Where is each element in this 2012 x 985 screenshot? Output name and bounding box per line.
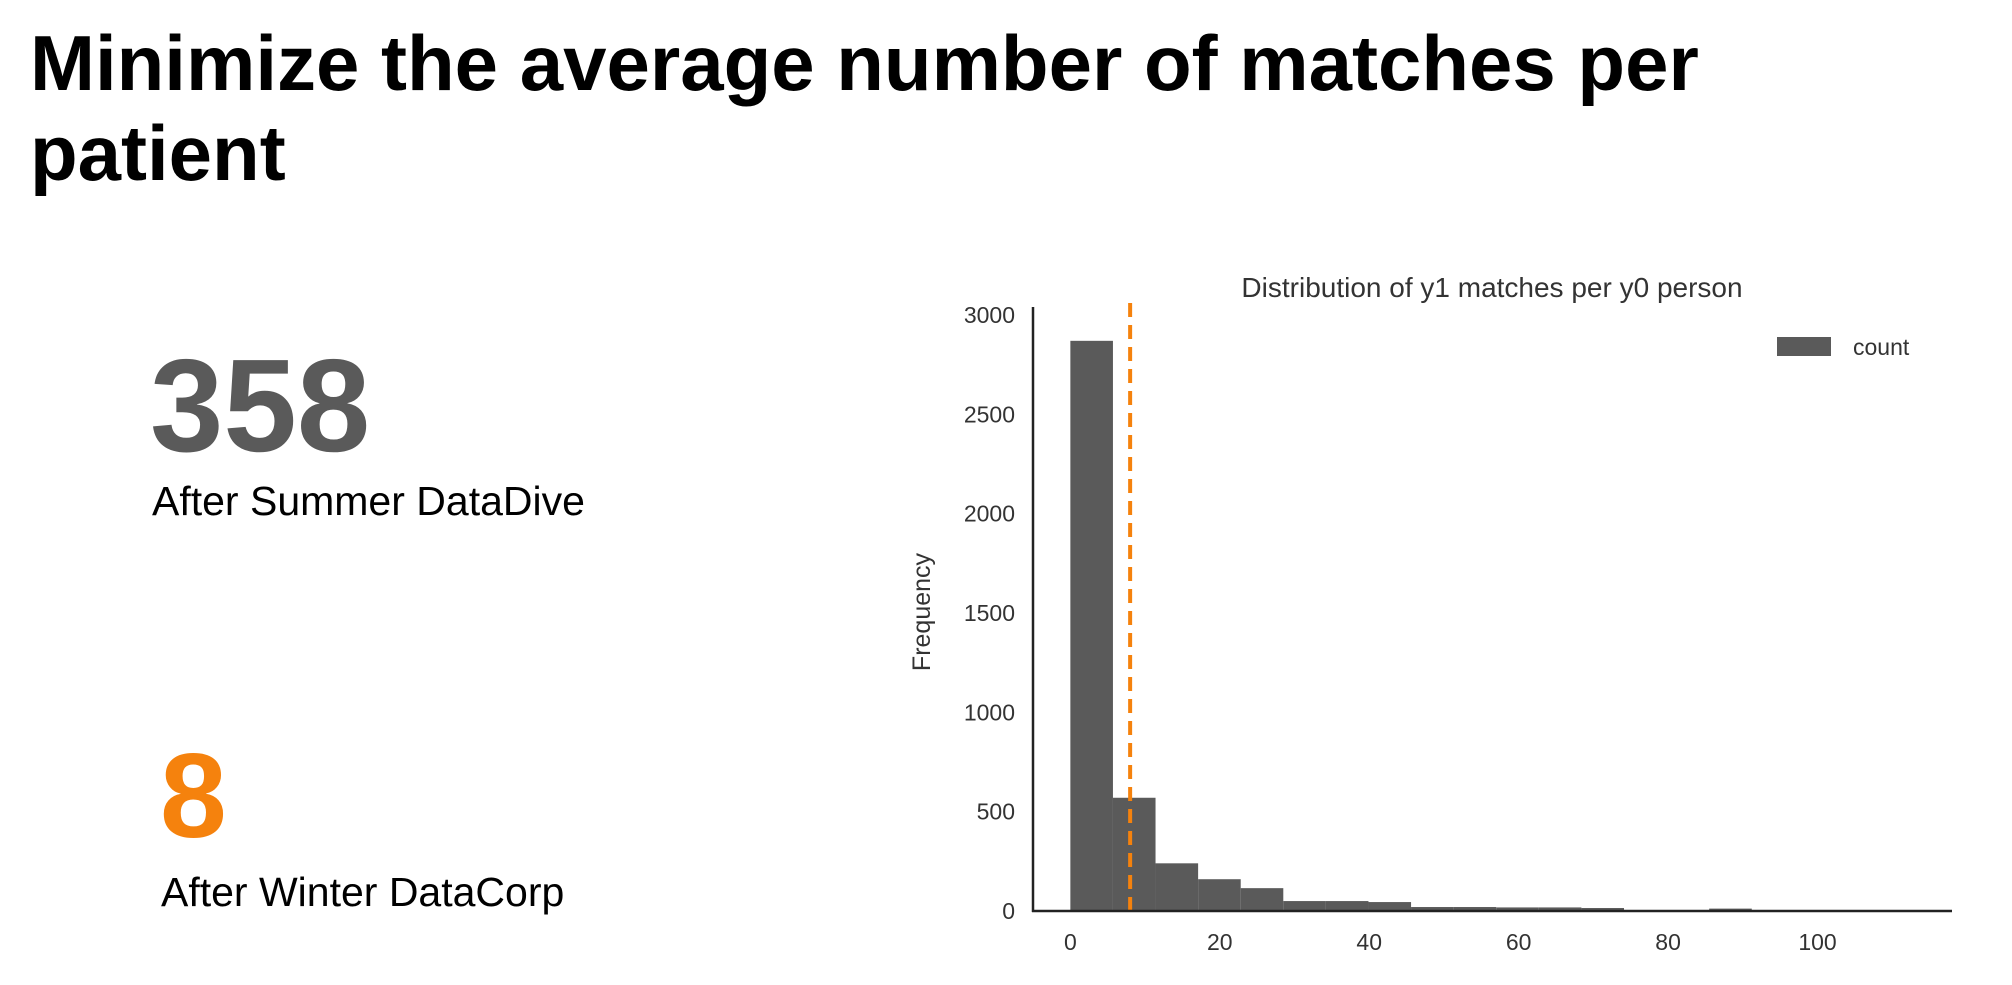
x-tick-label: 40 xyxy=(1356,929,1382,955)
histogram-bar xyxy=(1368,902,1412,911)
histogram-bars xyxy=(1070,340,1923,911)
chart-title: Distribution of y1 matches per y0 person xyxy=(1241,272,1742,303)
winter-stat-label: After Winter DataCorp xyxy=(161,869,565,915)
histogram-bar xyxy=(1240,888,1284,911)
y-tick-label: 2500 xyxy=(964,401,1015,427)
summer-stat-label: After Summer DataDive xyxy=(152,478,585,524)
histogram-bar xyxy=(1325,901,1369,911)
x-tick-label: 60 xyxy=(1506,929,1532,955)
legend-swatch xyxy=(1777,337,1831,356)
y-tick-label: 500 xyxy=(977,799,1015,825)
histogram-bar xyxy=(1155,863,1199,911)
histogram-bar xyxy=(1538,907,1582,911)
chart-legend: count xyxy=(1777,334,1910,360)
histogram-bar xyxy=(1453,907,1497,911)
x-tick-label: 20 xyxy=(1207,929,1233,955)
y-tick-label: 0 xyxy=(1002,898,1015,924)
histogram-bar xyxy=(1283,901,1326,911)
chart-axes xyxy=(1031,307,1952,913)
winter-stat-value: 8 xyxy=(160,729,227,863)
histogram-bar xyxy=(1112,797,1156,911)
histogram-bar xyxy=(1581,908,1624,911)
y-tick-label: 2000 xyxy=(964,501,1015,527)
histogram-bar xyxy=(1070,340,1113,911)
histogram-bar xyxy=(1496,907,1539,911)
chart-ticks: 0 500 1000 1500 2000 2500 3000 0 20 40 60 80 100 xyxy=(964,302,1837,955)
x-tick-label: 100 xyxy=(1798,929,1836,955)
legend-label: count xyxy=(1853,334,1910,360)
histogram-bar xyxy=(1411,907,1454,911)
x-tick-label: 80 xyxy=(1655,929,1681,955)
y-tick-label: 1500 xyxy=(964,600,1015,626)
page-title: Minimize the average number of matches p… xyxy=(30,19,1699,197)
y-tick-label: 3000 xyxy=(964,302,1015,328)
y-tick-label: 1000 xyxy=(964,699,1015,725)
y-axis-label: Frequency xyxy=(908,552,936,671)
histogram-chart: Distribution of y1 matches per y0 person… xyxy=(908,272,1952,955)
x-tick-label: 0 xyxy=(1064,929,1077,955)
histogram-bar xyxy=(1198,879,1241,911)
summer-stat-value: 358 xyxy=(150,332,371,479)
